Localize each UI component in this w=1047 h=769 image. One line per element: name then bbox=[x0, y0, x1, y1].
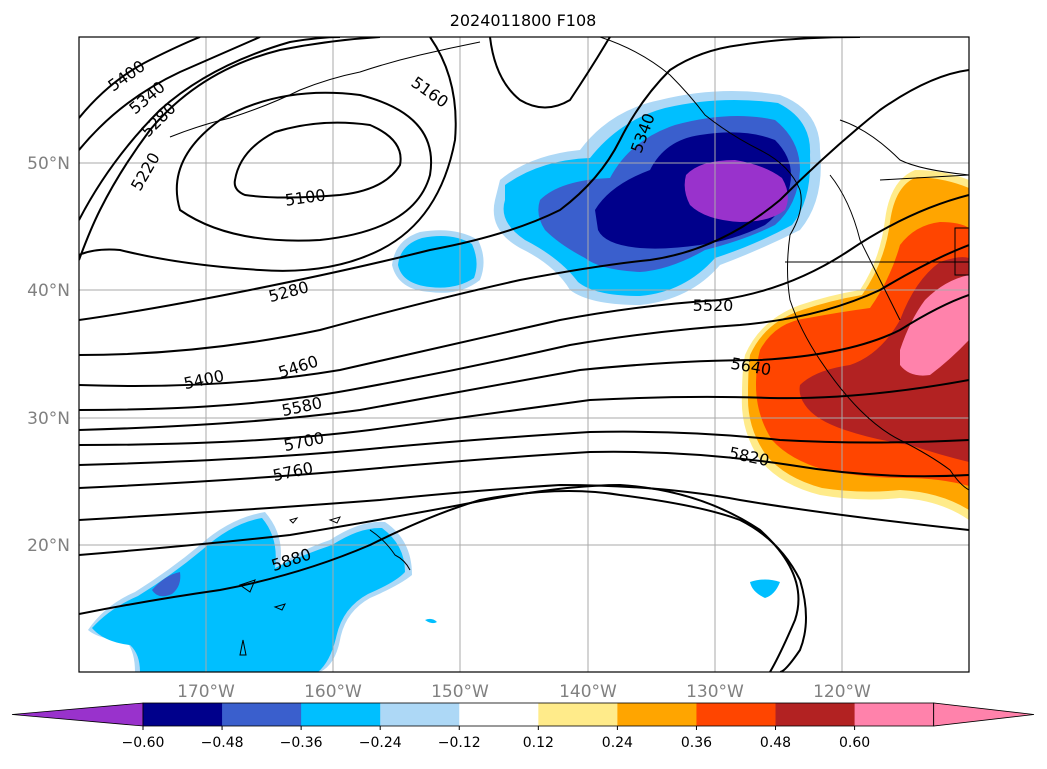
colorbar: −0.60 −0.48 −0.36 −0.24 −0.12 0.12 0.24 0.36 0.4… bbox=[11, 702, 1035, 751]
lat-tick-label: 20°N bbox=[27, 536, 70, 556]
lat-tick-label: 40°N bbox=[27, 281, 70, 301]
height-contours bbox=[79, 37, 969, 672]
lon-tick-label: 120°W bbox=[813, 682, 871, 702]
lat-tick-label: 50°N bbox=[27, 154, 70, 174]
map-area: 5400 5340 5280 5220 5160 5100 5280 5340 … bbox=[79, 37, 969, 672]
colorbar-extend-max bbox=[933, 702, 1035, 727]
colorbar-bin bbox=[143, 703, 223, 726]
colorbar-bin bbox=[775, 703, 856, 726]
negative-anomaly-ne-pacific bbox=[493, 91, 821, 305]
colorbar-tick-label: −0.60 bbox=[122, 735, 165, 751]
colorbar-bin bbox=[617, 703, 697, 726]
colorbar-tick-label: 0.24 bbox=[602, 735, 633, 751]
lon-tick-label: 150°W bbox=[431, 682, 489, 702]
colorbar-tick-label: 0.60 bbox=[839, 735, 870, 751]
colorbar-bin bbox=[854, 703, 935, 726]
colorbar-tick-label: −0.12 bbox=[438, 735, 481, 751]
lon-tick-label: 160°W bbox=[304, 682, 362, 702]
lat-tick-label: 30°N bbox=[27, 409, 70, 429]
graticule bbox=[79, 37, 969, 672]
map-frame bbox=[78, 36, 970, 673]
lon-axis: 170°W 160°W 150°W 140°W 130°W 120°W bbox=[177, 682, 871, 702]
colorbar-bin bbox=[380, 703, 460, 726]
map-title: 2024011800 F108 bbox=[450, 11, 597, 30]
colorbar-tick-label: −0.48 bbox=[201, 735, 244, 751]
colorbar-bin bbox=[696, 703, 777, 726]
colorbar-tick-label: −0.36 bbox=[280, 735, 323, 751]
lon-tick-label: 140°W bbox=[559, 682, 617, 702]
lon-tick-label: 130°W bbox=[686, 682, 744, 702]
colorbar-tick-label: 0.12 bbox=[523, 735, 554, 751]
colorbar-tick-label: −0.24 bbox=[359, 735, 402, 751]
colorbar-bin bbox=[538, 703, 618, 726]
lat-axis: 20°N 30°N 40°N 50°N bbox=[27, 154, 70, 556]
colorbar-tick-label: 0.48 bbox=[760, 735, 791, 751]
negative-anomaly-blob bbox=[392, 230, 484, 293]
colorbar-bin bbox=[459, 703, 539, 726]
colorbar-bin bbox=[222, 703, 302, 726]
colorbar-tick-label: 0.36 bbox=[681, 735, 712, 751]
colorbar-extend-min bbox=[11, 702, 144, 727]
contour-label: 5520 bbox=[693, 296, 734, 315]
lon-tick-label: 170°W bbox=[177, 682, 235, 702]
colorbar-bin bbox=[301, 703, 381, 726]
